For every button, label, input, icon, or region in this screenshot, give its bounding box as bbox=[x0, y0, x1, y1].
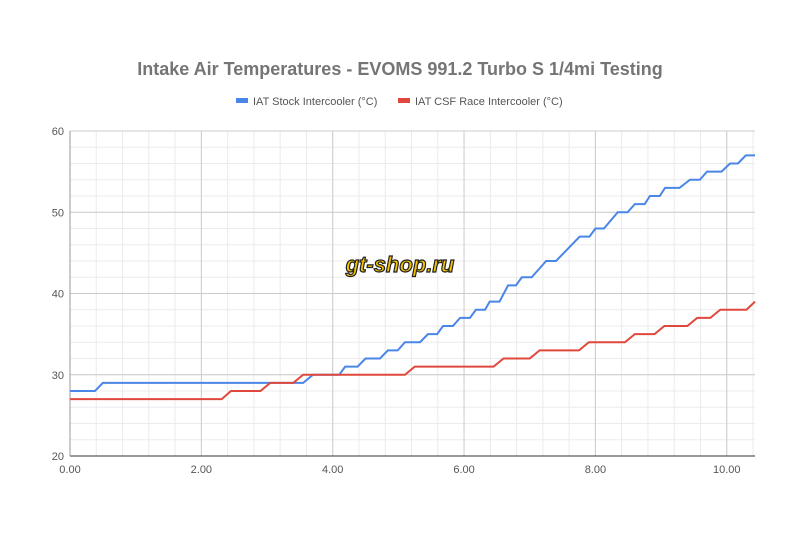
watermark-logo: gt-shop.ru bbox=[345, 252, 455, 277]
series-line-1 bbox=[70, 300, 756, 401]
x-tick-label: 6.00 bbox=[453, 464, 474, 476]
x-tick-label: 0.00 bbox=[59, 464, 80, 476]
series-line-0 bbox=[70, 154, 755, 392]
legend-label-1: IAT CSF Race Intercooler (°C) bbox=[415, 96, 563, 108]
y-tick-label: 40 bbox=[52, 289, 64, 301]
legend: IAT Stock Intercooler (°C) IAT CSF Race I… bbox=[236, 96, 563, 108]
x-tick-label: 8.00 bbox=[585, 464, 606, 476]
y-tick-label: 20 bbox=[52, 451, 64, 463]
y-tick-label: 60 bbox=[52, 126, 64, 138]
y-tick-label: 30 bbox=[52, 370, 64, 382]
axes: 20 30 40 50 60 0.00 2.00 4.00 6.00 8.00 10.00 bbox=[52, 126, 755, 476]
legend-swatch-1 bbox=[398, 98, 410, 103]
legend-swatch-0 bbox=[236, 98, 248, 103]
y-tick-label: 50 bbox=[52, 207, 64, 219]
series-lines bbox=[70, 154, 756, 401]
chart-title: Intake Air Temperatures - EVOMS 991.2 Tu… bbox=[137, 59, 662, 79]
x-tick-label: 4.00 bbox=[322, 464, 343, 476]
grid bbox=[69, 130, 755, 457]
x-tick-label: 2.00 bbox=[191, 464, 212, 476]
x-tick-label: 10.00 bbox=[713, 464, 741, 476]
legend-label-0: IAT Stock Intercooler (°C) bbox=[253, 96, 377, 108]
